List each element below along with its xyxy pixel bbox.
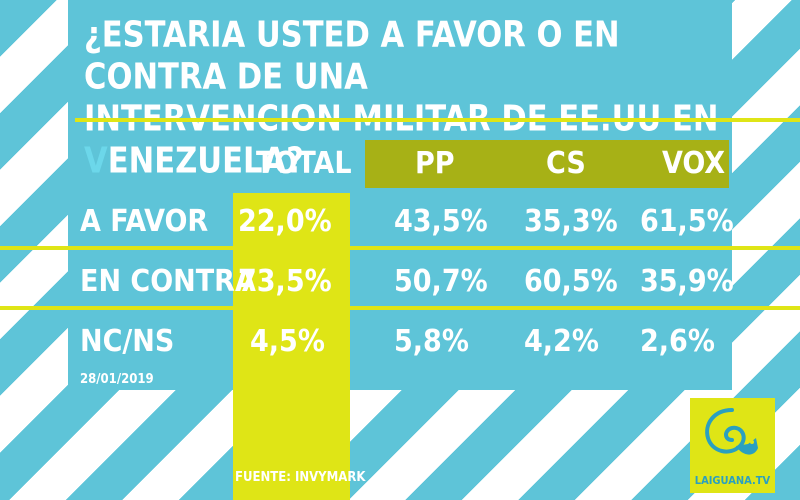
background-panel bbox=[68, 0, 732, 390]
row-divider-2 bbox=[0, 306, 800, 310]
logo-text: LAIGUANA.TV bbox=[694, 474, 771, 487]
cell-nc-ns-pp: 5,8% bbox=[394, 324, 469, 359]
chart-title: ¿ESTARIA USTED A FAVOR O EN CONTRA DE UN… bbox=[84, 14, 724, 182]
cell-nc-ns-vox: 2,6% bbox=[640, 324, 715, 359]
column-header-cs: CS bbox=[546, 146, 586, 181]
cell-a-favor-pp: 43,5% bbox=[394, 204, 488, 239]
column-header-vox: VOX bbox=[662, 146, 726, 181]
survey-date: 28/01/2019 bbox=[80, 372, 154, 387]
iguana-logo: LAIGUANA.TV bbox=[690, 398, 775, 493]
row-label-a-favor: A FAVOR bbox=[80, 204, 209, 239]
cell-en-contra-cs: 60,5% bbox=[524, 264, 618, 299]
cell-en-contra-total: 73,5% bbox=[238, 264, 332, 299]
cell-en-contra-pp: 50,7% bbox=[394, 264, 488, 299]
iguana-icon bbox=[705, 408, 758, 455]
row-divider-1 bbox=[0, 246, 800, 250]
cell-en-contra-vox: 35,9% bbox=[640, 264, 734, 299]
cell-nc-ns-total: 4,5% bbox=[250, 324, 325, 359]
cell-a-favor-vox: 61,5% bbox=[640, 204, 734, 239]
total-column-highlight bbox=[233, 193, 350, 500]
title-underline bbox=[75, 118, 800, 122]
party-header-band bbox=[365, 140, 729, 188]
cell-a-favor-total: 22,0% bbox=[238, 204, 332, 239]
title-line-1: ¿ESTARIA USTED A FAVOR O EN CONTRA DE UN… bbox=[84, 14, 620, 98]
column-header-pp: PP bbox=[415, 146, 455, 181]
cell-nc-ns-cs: 4,2% bbox=[524, 324, 599, 359]
column-header-total: TOTAL bbox=[256, 146, 352, 181]
row-label-nc-ns: NC/NS bbox=[80, 324, 175, 359]
row-label-en-contra: EN CONTRA bbox=[80, 264, 256, 299]
source-label: FUENTE: INVYMARK bbox=[235, 470, 366, 485]
cell-a-favor-cs: 35,3% bbox=[524, 204, 618, 239]
